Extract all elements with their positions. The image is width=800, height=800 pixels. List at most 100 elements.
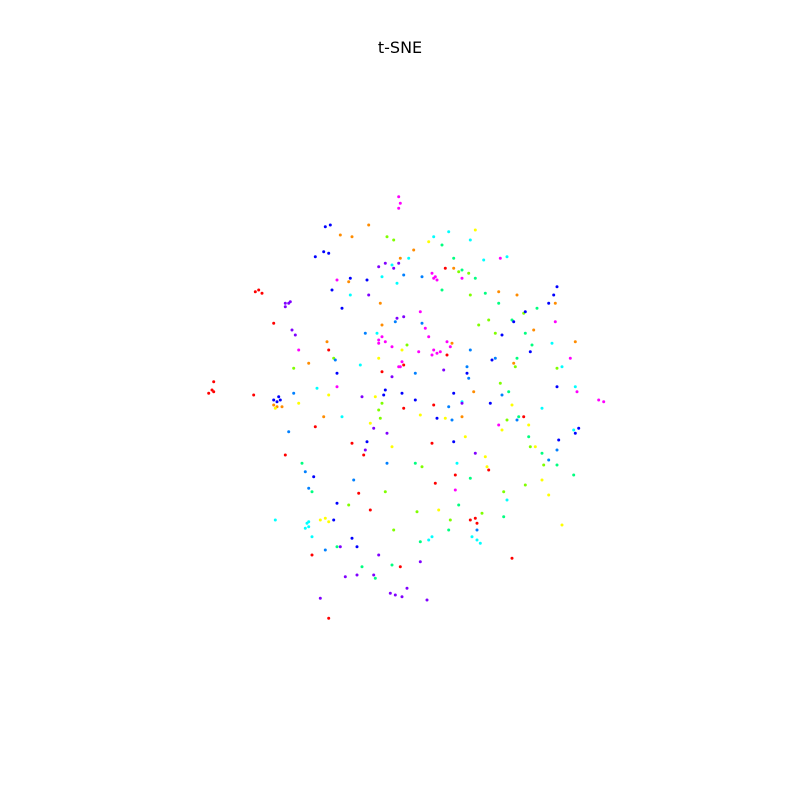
scatter-point	[432, 276, 436, 280]
scatter-point	[412, 248, 416, 252]
scatter-point	[405, 343, 409, 347]
scatter-point	[480, 511, 484, 515]
scatter-point	[452, 256, 456, 260]
scatter-point	[327, 348, 331, 352]
scatter-point	[445, 353, 449, 357]
scatter-point	[500, 428, 504, 432]
scatter-point	[477, 323, 481, 327]
scatter-point	[338, 233, 342, 237]
scatter-point	[523, 483, 527, 487]
scatter-point	[442, 368, 446, 372]
scatter-point	[420, 275, 424, 279]
scatter-point	[490, 358, 494, 362]
scatter-point	[335, 278, 339, 282]
scatter-point	[418, 560, 422, 564]
scatter-point	[560, 523, 564, 527]
scatter-point	[378, 416, 382, 420]
scatter-point	[463, 435, 467, 439]
scatter-point	[528, 445, 532, 449]
scatter-series-9	[297, 195, 606, 492]
scatter-point	[540, 478, 544, 482]
scatter-series-7	[272, 223, 581, 549]
scatter-point	[350, 441, 354, 445]
scatter-point	[572, 428, 576, 432]
scatter-point	[283, 301, 287, 305]
scatter-point	[340, 415, 344, 419]
scatter-point	[382, 393, 386, 397]
scatter-point	[283, 305, 287, 309]
scatter-point	[390, 375, 394, 379]
scatter-point	[420, 321, 424, 325]
scatter-point	[287, 301, 291, 305]
scatter-point	[398, 365, 402, 369]
scatter-point	[555, 463, 559, 467]
scatter-point	[418, 540, 422, 544]
scatter-point	[557, 438, 561, 442]
scatter-point	[260, 291, 264, 295]
scatter-point	[303, 470, 307, 474]
scatter-point	[402, 315, 406, 319]
scatter-point	[522, 415, 526, 419]
scatter-point	[290, 328, 294, 332]
scatter-point	[273, 406, 277, 410]
scatter-point	[380, 370, 384, 374]
scatter-point	[465, 371, 469, 375]
scatter-point	[340, 306, 344, 310]
scatter-point	[323, 516, 327, 520]
scatter-point	[318, 518, 322, 522]
scatter-point	[355, 573, 359, 577]
scatter-point	[378, 301, 382, 305]
scatter-point	[392, 266, 396, 270]
scatter-point	[467, 271, 471, 275]
chart-title: t-SNE	[377, 38, 423, 57]
scatter-point	[373, 395, 377, 399]
scatter-point	[475, 521, 479, 525]
scatter-point	[498, 381, 502, 385]
scatter-point	[430, 441, 434, 445]
scatter-point	[388, 591, 392, 595]
scatter-point	[315, 386, 319, 390]
scatter-point	[297, 401, 301, 405]
scatter-point	[368, 421, 372, 425]
scatter-point	[448, 345, 452, 349]
scatter-point	[322, 250, 326, 254]
scatter-point	[468, 476, 472, 480]
scatter-point	[212, 390, 216, 394]
scatter-point	[497, 423, 501, 427]
scatter-point	[327, 251, 331, 255]
scatter-point	[493, 356, 497, 360]
scatter-point	[427, 538, 431, 542]
scatter-point	[512, 361, 516, 365]
scatter-point	[352, 478, 356, 482]
scatter-point	[555, 448, 559, 452]
scatter-point	[343, 575, 347, 579]
scatter-point	[478, 541, 482, 545]
scatter-point	[447, 405, 451, 409]
scatter-point	[542, 463, 546, 467]
scatter-point	[505, 498, 509, 502]
scatter-point	[307, 486, 311, 490]
scatter-point	[368, 508, 372, 512]
scatter-point	[435, 351, 439, 355]
scatter-point	[377, 265, 381, 269]
scatter-point	[530, 343, 534, 347]
scatter-point	[440, 288, 444, 292]
scatter-point	[377, 338, 381, 342]
scatter-point	[297, 348, 301, 352]
scatter-point	[487, 468, 491, 472]
scatter-point	[470, 535, 474, 539]
scatter-point	[398, 256, 402, 260]
scatter-point	[390, 563, 394, 567]
scatter-point	[372, 426, 376, 430]
scatter-point	[568, 356, 572, 360]
scatter-series-3	[292, 235, 559, 532]
scatter-point	[335, 501, 339, 505]
scatter-point	[380, 401, 384, 405]
scatter-point	[365, 440, 369, 444]
scatter-point	[207, 391, 211, 395]
scatter-point	[402, 406, 406, 410]
scatter-point	[310, 553, 314, 557]
scatter-point	[397, 195, 401, 199]
scatter-point	[390, 345, 394, 349]
